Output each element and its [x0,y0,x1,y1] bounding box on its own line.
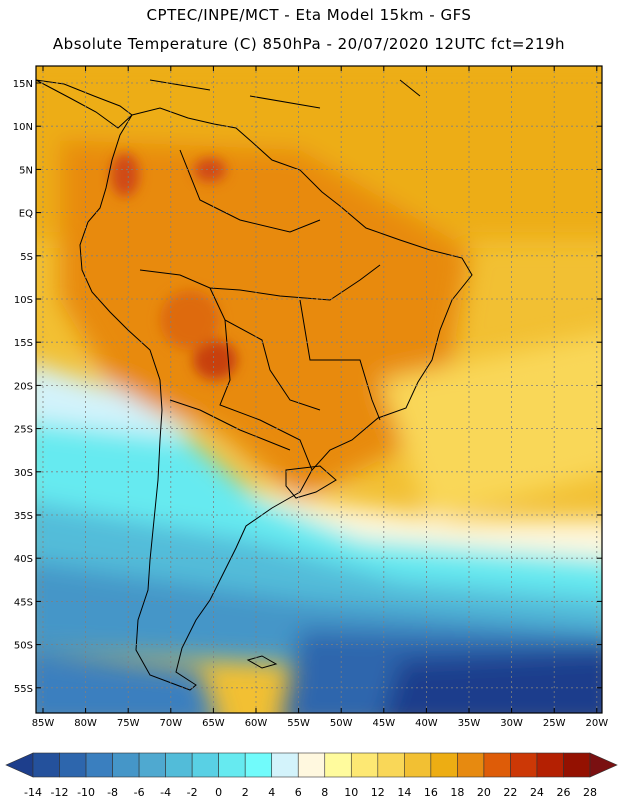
lat-label: 15N [13,79,33,90]
colorbar-tick-label: -14 [24,786,42,799]
colorbar-tick-label: 24 [530,786,544,799]
lon-label: 85W [32,718,55,729]
map-title-line1: CPTEC/INPE/MCT - Eta Model 15km - GFS [146,6,472,24]
field-bolivia-warm [160,290,220,350]
uruguay-outline [285,465,337,499]
field-cream-band [150,460,602,560]
colorbar-tick-label: 6 [295,786,302,799]
colorbar-swatch [85,752,113,778]
lon-label: 70W [159,718,182,729]
colorbar-swatch [59,752,87,778]
colorbar-swatch [563,752,591,778]
lat-label: 15S [14,338,33,349]
colorbar-swatch [404,752,432,778]
colorbar-tick-label: 2 [242,786,249,799]
lon-label: 25W [543,718,566,729]
lat-label: 5S [20,252,33,263]
colorbar-min-arrow [5,752,34,778]
central-america-coast [36,79,133,129]
caribbean-islands [149,79,421,109]
colorbar-tick-label: -4 [160,786,171,799]
colorbar-tick-label: -10 [77,786,95,799]
graticule [36,66,602,713]
colorbar-swatch [350,752,379,778]
lat-label: 30S [14,468,33,479]
lat-label: 20S [14,381,33,392]
colorbar-tick-label: 16 [424,786,438,799]
colorbar-swatch [324,752,352,778]
lat-label: 40S [14,554,33,565]
colorbar-tick-label: -12 [51,786,69,799]
lat-label: EQ [19,209,33,220]
colorbar-swatch [165,752,193,778]
map-frame [35,65,603,714]
colorbar-swatch [457,752,485,778]
lon-label: 40W [415,718,438,729]
colorbar-swatch [430,752,458,778]
colorbar-max-arrow [589,752,618,778]
lat-label: 45S [14,597,33,608]
malvinas-islands [246,655,278,669]
colorbar-tick-label: 22 [503,786,517,799]
lat-label: 35S [14,511,33,522]
colorbar-swatch [218,752,246,778]
lat-label: 55S [14,684,33,695]
lon-label: 65W [202,718,225,729]
lon-label: 45W [372,718,395,729]
country-borders [139,149,381,471]
colorbar-swatch [138,752,166,778]
lon-label: 75W [117,718,140,729]
colorbar-legend: -14 -12 -10 -8 -6 -4 -2 0 2 4 6 8 10 12 14 16 18 20 22 24 26… [5,752,618,799]
colorbar-tick-label: 14 [397,786,411,799]
lon-label: 55W [287,718,310,729]
colorbar-tick-label: 26 [556,786,570,799]
colorbar-tick-label: 8 [321,786,328,799]
lon-label: 50W [330,718,353,729]
colorbar-tick-label: 20 [477,786,491,799]
colorbar-swatch [536,752,564,778]
field-blue-sw [36,651,215,713]
map-title-line2: Absolute Temperature (C) 850hPa - 20/07/… [52,35,566,53]
colorbar-swatch [32,752,60,778]
coastlines [36,79,473,691]
colorbar-tick-label: 0 [215,786,222,799]
colorbar-swatch [244,752,273,778]
colorbar-swatch [377,752,405,778]
temperature-field [36,66,602,713]
lat-label: 10N [13,122,33,133]
colorbar-tick-label: -6 [134,786,145,799]
colorbar-tick-label: -2 [187,786,198,799]
field-blue-dark [384,650,602,713]
longitude-axis: 85W 80W 75W 70W 65W 60W 55W 50W 45W 40W 35W 30W 25W 2… [32,66,608,729]
colorbar-tick-label: 12 [371,786,385,799]
lon-label: 30W [500,718,523,729]
field-chaco-hot [193,340,237,380]
colorbar-tick-label: -8 [107,786,118,799]
lon-label: 60W [245,718,268,729]
field-andes-hot-2 [194,158,226,182]
lat-label: 10S [14,295,33,306]
colorbar-swatch [191,752,219,778]
colorbar-swatch [483,752,511,778]
colorbar-tick-label: 18 [450,786,464,799]
lon-label: 20W [585,718,608,729]
lon-label: 80W [74,718,97,729]
colorbar-tick-label: 28 [583,786,597,799]
field-andes-hot-1 [111,153,139,197]
colorbar-swatch [271,752,299,778]
colorbar-swatch [510,752,538,778]
latitude-axis: 15N 10N 5N EQ 5S 10S 15S 20S 25S 30S 35S 40S 45S 50S 5… [13,79,602,695]
lon-label: 35W [458,718,481,729]
colorbar-tick-label: 10 [344,786,358,799]
field-east-yellow [380,333,602,520]
colorbar-tick-label: 4 [268,786,275,799]
colorbar-swatch [112,752,140,778]
south-america-coastline [79,107,473,691]
lat-label: 5N [19,165,33,176]
lat-label: 50S [14,641,33,652]
colorbar-swatch [297,752,326,778]
lat-label: 25S [14,425,33,436]
